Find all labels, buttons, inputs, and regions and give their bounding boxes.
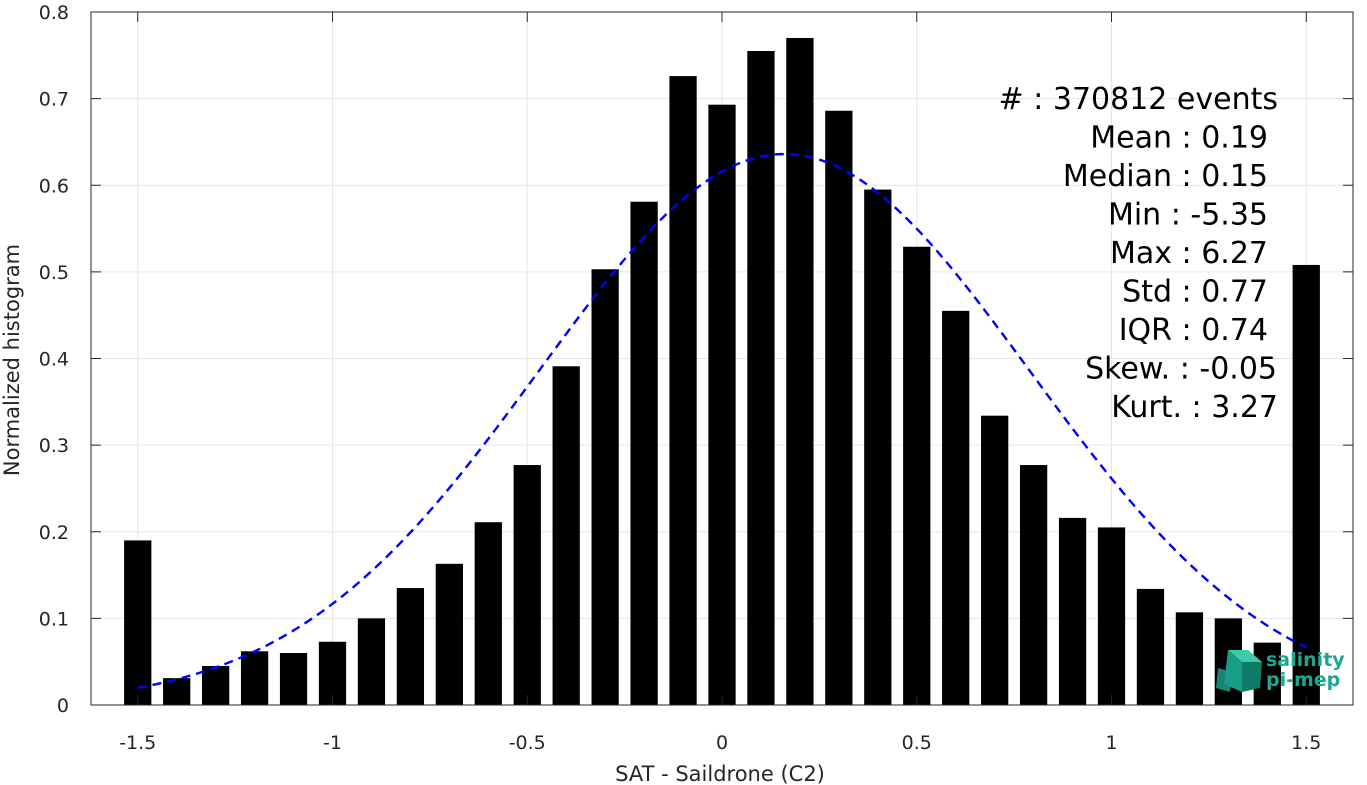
y-tick-label-7: 0.7 (39, 89, 69, 111)
axis-ticks (91, 11, 1353, 706)
bar-21 (942, 310, 970, 705)
y-tick-label-0: 0 (57, 695, 69, 717)
stat-line-1: Mean : 0.19 (1090, 121, 1268, 156)
bar-12 (591, 269, 619, 705)
stat-line-2: Median : 0.15 (1063, 159, 1268, 194)
stat-line-5: Std : 0.77 (1122, 275, 1268, 310)
y-tick-label-6: 0.6 (39, 175, 69, 197)
salinity-pi-mep-logo: salinity pi-mep (1216, 649, 1345, 692)
bar-19 (864, 189, 892, 706)
bar-4 (279, 653, 308, 705)
bar-13 (630, 201, 658, 706)
x-tick-label-4: 0.5 (902, 732, 932, 754)
stat-line-6: IQR : 0.74 (1119, 313, 1268, 348)
bar-0 (124, 540, 152, 705)
stat-line-8: Kurt. : 3.27 (1111, 390, 1278, 425)
y-tick-label-3: 0.3 (39, 435, 69, 457)
bar-2 (202, 666, 230, 705)
bar-24 (1058, 517, 1087, 705)
bar-10 (513, 465, 541, 705)
y-tick-label-2: 0.2 (39, 522, 69, 544)
x-tick-label-3: 0 (716, 732, 728, 754)
y-tick-label-1: 0.1 (39, 608, 69, 630)
bar-23 (1019, 465, 1048, 705)
bar-22 (981, 415, 1009, 705)
stat-line-4: Max : 6.27 (1110, 236, 1268, 271)
bar-16 (747, 50, 775, 705)
x-tick-label-2: -0.5 (509, 732, 546, 754)
bar-25 (1097, 527, 1126, 705)
x-tick-labels: -1.5 -1 -0.5 0 0.5 1 1.5 (119, 732, 1321, 754)
y-tick-label-4: 0.4 (39, 349, 69, 371)
bar-15 (708, 104, 736, 706)
bar-3 (240, 651, 269, 705)
bar-9 (474, 522, 502, 705)
y-tick-labels: 0 0.1 0.2 0.3 0.4 0.5 0.6 0.7 0.8 (39, 2, 69, 717)
bar-26 (1136, 588, 1165, 705)
y-axis-label: Normalized histogram (0, 244, 24, 476)
bar-17 (786, 37, 814, 706)
bar-27 (1175, 612, 1204, 705)
x-tick-label-1: -1 (323, 732, 342, 754)
x-tick-label-5: 1 (1105, 732, 1117, 754)
cube-icon (1216, 650, 1262, 692)
logo-line-2: pi-mep (1266, 669, 1340, 691)
bar-14 (669, 76, 697, 706)
x-axis-label: SAT - Saildrone (C2) (615, 762, 825, 785)
stat-line-0: # : 370812 events (999, 82, 1278, 117)
bar-5 (318, 641, 347, 705)
x-tick-label-6: 1.5 (1291, 732, 1321, 754)
stat-line-3: Min : -5.35 (1108, 198, 1268, 233)
bar-11 (552, 366, 580, 705)
bar-7 (396, 588, 425, 705)
bar-30 (1292, 264, 1320, 705)
bars (124, 37, 1320, 706)
normal-fit-curve (137, 152, 1307, 690)
bar-1 (163, 678, 191, 705)
y-tick-label-5: 0.5 (39, 262, 69, 284)
y-tick-label-8: 0.8 (39, 2, 69, 24)
bar-6 (357, 618, 386, 705)
logo-line-1: salinity (1266, 649, 1345, 671)
bar-20 (903, 246, 931, 705)
bar-8 (435, 563, 463, 705)
stat-line-7: Skew. : -0.05 (1085, 352, 1277, 387)
x-tick-label-0: -1.5 (119, 732, 156, 754)
bar-18 (825, 110, 853, 705)
